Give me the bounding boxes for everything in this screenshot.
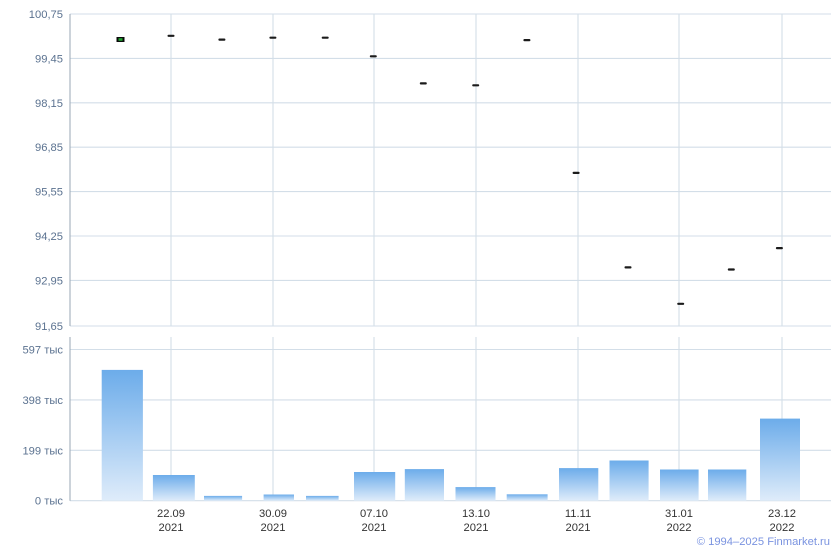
svg-text:13.10: 13.10 bbox=[462, 508, 490, 520]
svg-text:100,75: 100,75 bbox=[29, 9, 63, 21]
svg-text:597 тыс: 597 тыс bbox=[22, 345, 63, 357]
svg-text:94,25: 94,25 bbox=[35, 231, 63, 243]
svg-text:95,55: 95,55 bbox=[35, 187, 63, 199]
svg-text:2021: 2021 bbox=[362, 522, 387, 534]
svg-text:92,95: 92,95 bbox=[35, 275, 63, 287]
svg-text:0 тыс: 0 тыс bbox=[35, 496, 63, 508]
svg-text:2022: 2022 bbox=[770, 522, 795, 534]
svg-text:199 тыс: 199 тыс bbox=[22, 445, 63, 457]
svg-text:2021: 2021 bbox=[159, 522, 184, 534]
svg-text:96,85: 96,85 bbox=[35, 142, 63, 154]
svg-text:99,45: 99,45 bbox=[35, 53, 63, 65]
svg-text:2021: 2021 bbox=[261, 522, 286, 534]
svg-text:© 1994–2025 Finmarket.ru: © 1994–2025 Finmarket.ru bbox=[697, 536, 830, 548]
svg-text:07.10: 07.10 bbox=[360, 508, 388, 520]
svg-text:98,15: 98,15 bbox=[35, 98, 63, 110]
svg-text:23.12: 23.12 bbox=[768, 508, 796, 520]
svg-text:2021: 2021 bbox=[464, 522, 489, 534]
svg-text:2021: 2021 bbox=[566, 522, 591, 534]
svg-text:11.11: 11.11 bbox=[565, 508, 591, 520]
svg-text:2022: 2022 bbox=[667, 522, 692, 534]
svg-text:398 тыс: 398 тыс bbox=[22, 395, 63, 407]
svg-text:30.09: 30.09 bbox=[259, 508, 287, 520]
svg-text:22.09: 22.09 bbox=[157, 508, 185, 520]
svg-text:31.01: 31.01 bbox=[665, 508, 693, 520]
svg-text:91,65: 91,65 bbox=[35, 321, 63, 333]
